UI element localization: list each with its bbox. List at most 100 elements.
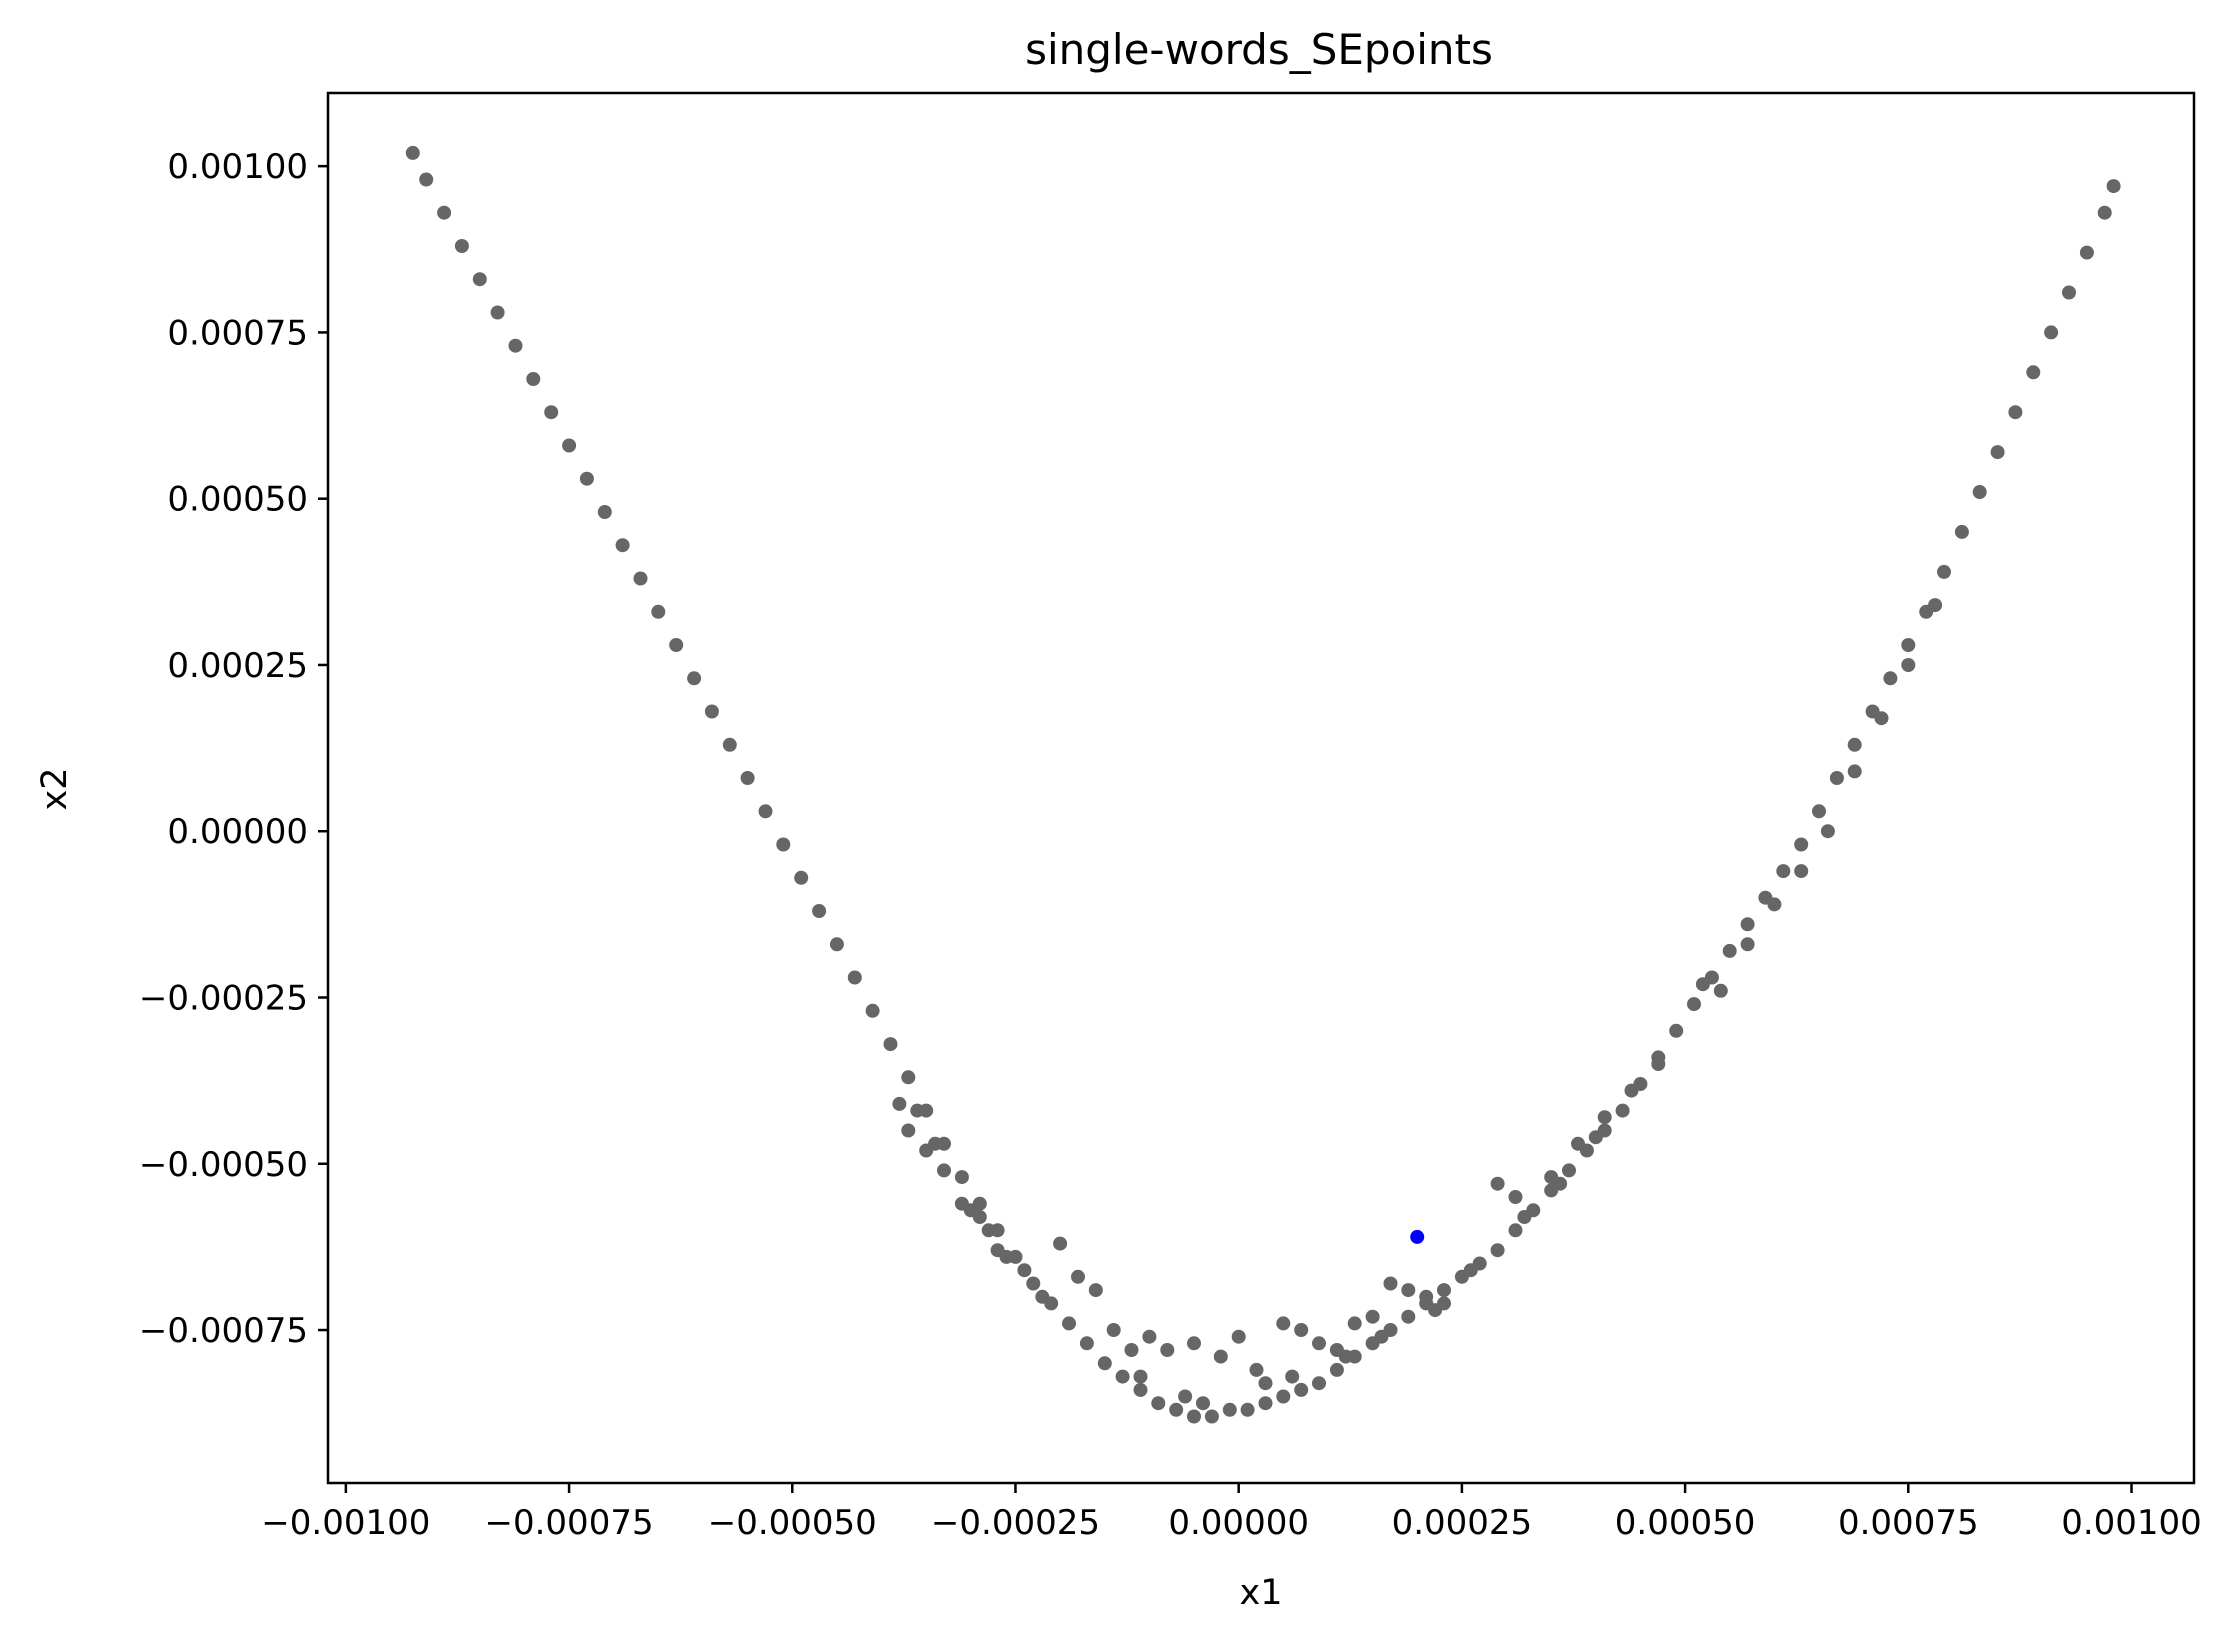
data-point: [669, 638, 684, 652]
data-point: [1169, 1402, 1184, 1417]
data-point: [579, 471, 594, 486]
data-point: [1196, 1396, 1210, 1411]
x-tick-label: 0.00100: [2061, 1503, 2202, 1543]
data-point: [1035, 1289, 1050, 1304]
data-point: [1071, 1269, 1085, 1284]
data-point: [1231, 1329, 1246, 1344]
data-point: [972, 1210, 987, 1224]
data-point: [954, 1196, 969, 1211]
data-point: [901, 1070, 916, 1085]
axes-frame: [326, 91, 2196, 1485]
data-point: [472, 272, 487, 287]
data-point: [1740, 937, 1755, 952]
data-point: [2062, 285, 2076, 300]
data-point: [829, 937, 844, 952]
data-point: [2026, 365, 2041, 380]
data-point: [776, 837, 791, 852]
data-point: [562, 438, 577, 453]
y-axis-label: x2: [35, 768, 75, 811]
x-axis-label: x1: [1240, 1573, 1283, 1613]
data-point: [1347, 1316, 1362, 1331]
data-point: [1338, 1349, 1353, 1364]
data-point: [1651, 1057, 1666, 1071]
data-point: [1151, 1396, 1166, 1411]
data-point: [2008, 405, 2023, 420]
data-point: [1124, 1343, 1139, 1357]
x-axis-ticks: −0.00100 −0.00075 −0.00050 −0.00025 0.00000 0…: [261, 1483, 2202, 1543]
data-point: [1722, 943, 1737, 958]
data-point: [1990, 445, 2005, 460]
data-point: [1312, 1376, 1326, 1391]
data-point: [1972, 485, 1987, 499]
x-tick-label: 0.00050: [1615, 1503, 1756, 1543]
data-point: [722, 737, 737, 752]
data-point: [1508, 1190, 1523, 1204]
data-point: [1213, 1349, 1228, 1364]
data-point: [526, 372, 541, 386]
data-point: [1419, 1289, 1434, 1304]
x-tick-label: −0.00100: [261, 1503, 430, 1543]
data-point: [1901, 638, 1916, 652]
data-point: [1258, 1376, 1273, 1391]
data-point: [1258, 1396, 1273, 1411]
data-point: [910, 1103, 925, 1118]
x-tick-label: −0.00025: [931, 1503, 1100, 1543]
data-point: [865, 1003, 880, 1018]
data-point: [1847, 737, 1862, 752]
data-point: [1883, 671, 1898, 686]
y-tick-label: −0.00050: [139, 1145, 308, 1185]
data-point: [1954, 524, 1969, 539]
x-tick-label: −0.00050: [708, 1503, 877, 1543]
data-point: [1713, 983, 1728, 998]
data-point: [1669, 1023, 1684, 1038]
data-point: [544, 405, 559, 420]
data-point: [1508, 1223, 1523, 1238]
data-point: [1812, 804, 1826, 819]
data-point: [1178, 1389, 1193, 1404]
data-point: [1106, 1323, 1121, 1337]
x-tick-label: 0.00000: [1168, 1503, 1309, 1543]
data-point: [928, 1136, 943, 1151]
data-point: [1294, 1382, 1309, 1397]
data-point: [633, 571, 648, 586]
x-tick-label: 0.00025: [1392, 1503, 1533, 1543]
data-point: [901, 1123, 916, 1138]
data-point: [1695, 977, 1710, 992]
y-tick-label: 0.00000: [167, 812, 308, 852]
data-point: [597, 505, 612, 519]
data-point: [687, 671, 702, 686]
data-point: [1401, 1309, 1416, 1324]
data-point: [1294, 1323, 1309, 1337]
data-point: [1374, 1329, 1389, 1344]
data-point: [1026, 1276, 1041, 1291]
data-point: [794, 870, 809, 885]
data-point: [1088, 1283, 1103, 1298]
data-point: [2097, 205, 2112, 220]
data-point: [1597, 1110, 1612, 1125]
data-point: [1740, 917, 1755, 932]
data-point: [1133, 1382, 1148, 1397]
data-point: [1588, 1130, 1603, 1145]
y-axis-ticks: −0.00075 −0.00050 −0.00025 0.00000 0.00025 0.…: [139, 147, 328, 1351]
data-point: [1365, 1309, 1380, 1324]
data-point: [1437, 1283, 1451, 1298]
data-point: [1937, 564, 1951, 579]
data-point: [1767, 897, 1782, 912]
y-tick-label: −0.00025: [139, 978, 308, 1018]
y-tick-label: 0.00100: [167, 147, 308, 187]
x-tick-label: 0.00075: [1838, 1503, 1979, 1543]
data-point: [1776, 864, 1791, 879]
data-point: [454, 239, 469, 253]
data-point: [937, 1163, 951, 1178]
data-point: [954, 1170, 969, 1185]
data-point: [1097, 1356, 1112, 1371]
data-point: [704, 704, 719, 719]
data-point: [1222, 1402, 1237, 1417]
y-tick-label: 0.00075: [167, 313, 308, 353]
data-point: [1017, 1263, 1032, 1278]
data-point: [847, 970, 862, 985]
data-point: [651, 604, 666, 619]
data-point: [419, 172, 434, 187]
x-tick-label: −0.00075: [485, 1503, 654, 1543]
